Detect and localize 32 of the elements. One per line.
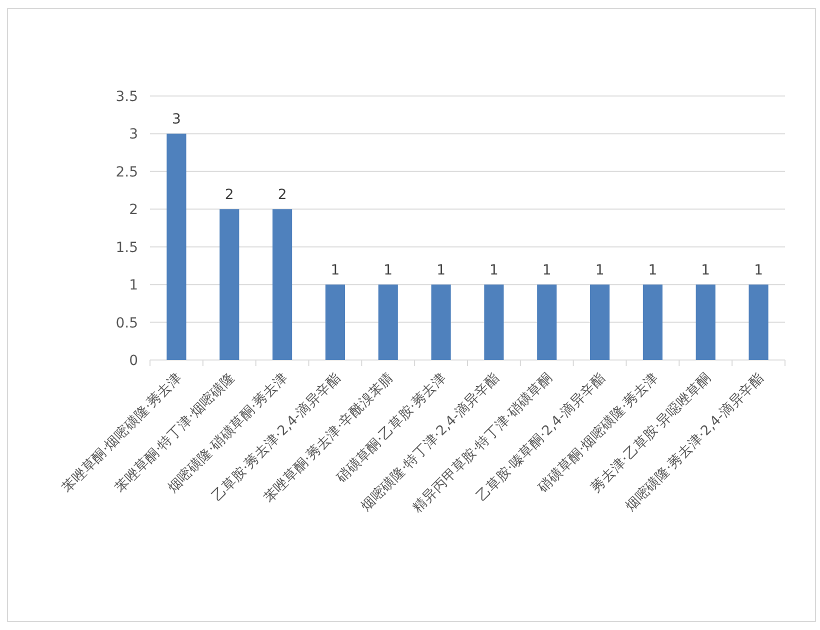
bar	[537, 284, 557, 360]
data-label: 1	[754, 262, 764, 279]
y-tick-label: 2.5	[116, 164, 138, 180]
bar	[325, 284, 345, 360]
data-label: 3	[172, 112, 181, 128]
data-label: 2	[278, 187, 287, 204]
bar	[220, 209, 240, 360]
bar	[748, 284, 768, 360]
data-label: 1	[330, 262, 340, 279]
bar	[590, 284, 610, 360]
data-label: 1	[648, 262, 658, 279]
y-tick-label: 1.5	[116, 240, 138, 256]
data-label: 1	[384, 262, 393, 279]
bar	[696, 284, 716, 360]
data-label: 1	[595, 262, 604, 279]
y-tick-label: 3.5	[116, 89, 138, 105]
data-label: 1	[436, 262, 446, 279]
bar	[642, 284, 662, 360]
data-label: 1	[489, 262, 498, 279]
bar	[166, 134, 186, 360]
data-label: 1	[542, 262, 552, 279]
y-tick-label: 0	[129, 353, 138, 369]
bar	[272, 209, 292, 360]
y-tick-label: 0.5	[116, 315, 138, 332]
bar	[484, 284, 504, 360]
y-tick-label: 1	[129, 278, 138, 294]
data-label: 1	[701, 262, 710, 279]
bar	[378, 284, 398, 360]
bar	[431, 284, 451, 360]
y-tick-label: 2	[129, 202, 138, 218]
data-label: 2	[224, 187, 234, 204]
y-tick-label: 3	[129, 126, 138, 143]
